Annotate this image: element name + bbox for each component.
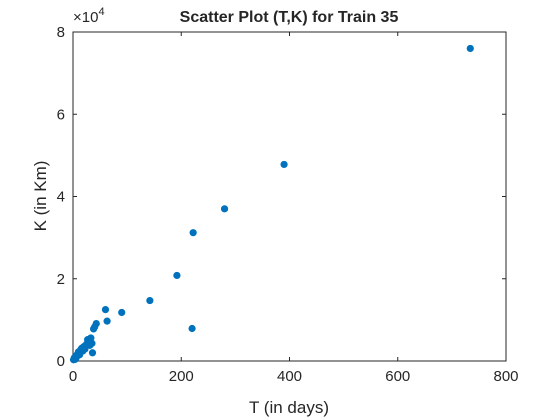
x-tick-label: 800 xyxy=(493,368,518,385)
plot-area xyxy=(72,31,507,362)
y-tick-label: 0 xyxy=(57,353,65,370)
data-point xyxy=(466,44,474,53)
y-tick-label: 6 xyxy=(57,106,65,123)
data-point xyxy=(188,324,196,333)
x-axis-label: T (in days) xyxy=(249,398,329,417)
chart-title: Scatter Plot (T,K) for Train 35 xyxy=(180,9,399,26)
y-exponent-power: 4 xyxy=(98,6,104,18)
y-tick-label: 4 xyxy=(57,189,65,206)
data-point xyxy=(88,349,97,357)
x-axis-ticks: 0 200 400 600 800 xyxy=(69,32,519,385)
data-point xyxy=(173,271,181,280)
scatter-points xyxy=(69,44,474,364)
x-tick-label: 400 xyxy=(277,368,302,385)
data-point xyxy=(280,160,288,169)
data-point xyxy=(87,334,95,342)
y-exponent-base: ×10 xyxy=(73,9,98,26)
data-point xyxy=(101,305,110,314)
y-tick-label: 8 xyxy=(57,24,65,41)
x-tick-label: 0 xyxy=(69,368,77,385)
x-tick-label: 200 xyxy=(169,368,194,385)
data-point xyxy=(189,229,197,237)
y-axis-exponent: ×104 xyxy=(73,6,105,26)
y-axis-label: K (in Km) xyxy=(31,161,50,232)
data-point xyxy=(103,317,111,325)
y-tick-label: 2 xyxy=(57,271,65,288)
data-point xyxy=(146,296,154,305)
x-tick-label: 600 xyxy=(385,368,410,385)
y-axis-ticks: 0 2 4 6 8 xyxy=(57,24,506,370)
data-point xyxy=(88,339,96,347)
data-point xyxy=(92,319,100,328)
data-point xyxy=(118,308,126,317)
data-point xyxy=(220,205,229,213)
